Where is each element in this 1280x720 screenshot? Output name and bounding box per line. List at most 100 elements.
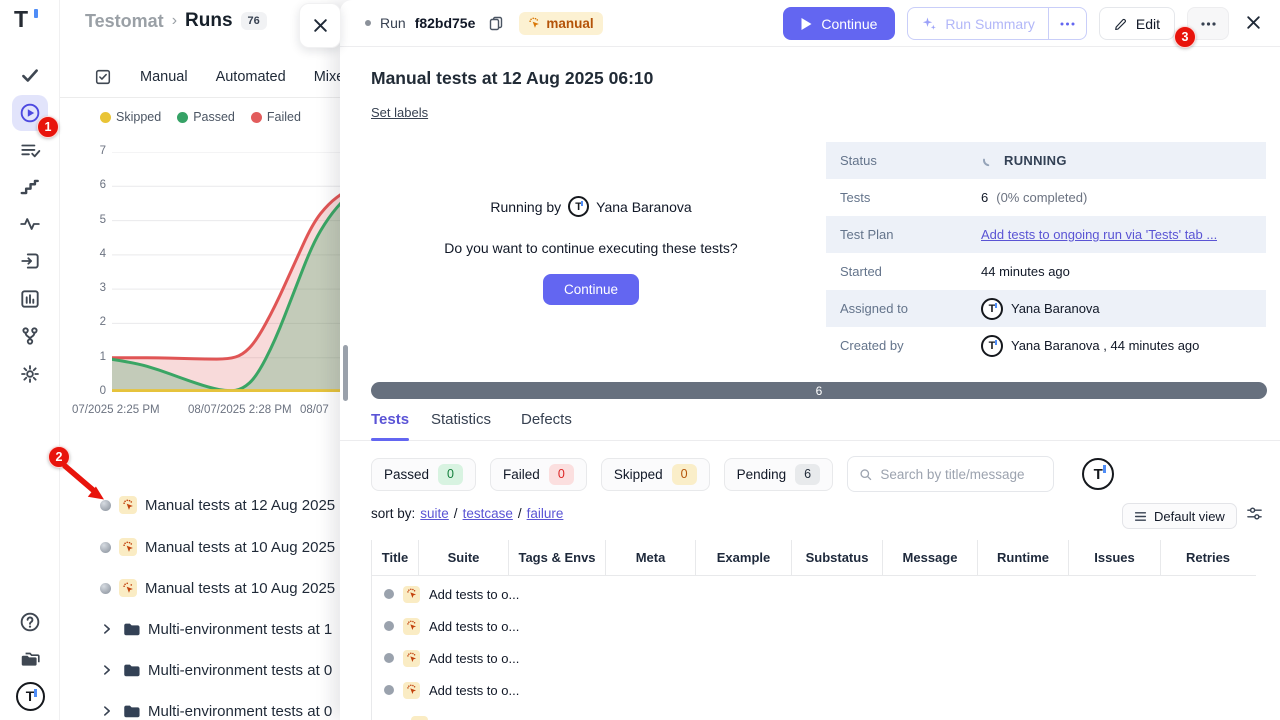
col-example[interactable]: Example (696, 540, 792, 575)
pending-dot-icon (384, 589, 394, 599)
active-tab-indicator (371, 438, 409, 441)
search-input[interactable] (880, 466, 1043, 482)
chevron-right-icon (104, 665, 110, 675)
profile-logo-icon[interactable]: T (12, 678, 48, 714)
filter-skipped[interactable]: Skipped 0 (600, 457, 710, 491)
filter-failed[interactable]: Failed 0 (490, 457, 587, 491)
pending-count-badge: 6 (795, 463, 821, 485)
test-plan-link[interactable]: Add tests to ongoing run via 'Tests' tab… (981, 227, 1218, 242)
y-tick: 0 (99, 385, 106, 397)
search-icon (860, 468, 872, 480)
run-group-item[interactable]: Multi-environment tests at 1 (100, 617, 345, 641)
breadcrumb-separator: › (171, 12, 178, 29)
test-row[interactable]: Add tests to o... (384, 646, 519, 670)
continue-button[interactable]: Continue (542, 274, 640, 305)
tab-mixed[interactable]: Mixed (314, 69, 345, 85)
runs-play-icon[interactable] (12, 95, 48, 131)
info-row-status: Status RUNNING (826, 142, 1266, 179)
annotation-arrow (62, 463, 104, 500)
failed-dot-icon (250, 111, 262, 123)
sort-by-testcase[interactable]: testcase (462, 506, 513, 521)
runs-panel-close-button[interactable] (299, 3, 341, 48)
page-title: Manual tests at 12 Aug 2025 06:10 (371, 68, 654, 88)
passed-count-badge: 0 (438, 463, 464, 485)
col-suite[interactable]: Suite (419, 540, 509, 575)
y-tick: 5 (99, 213, 106, 226)
view-settings-icon[interactable] (1246, 505, 1263, 525)
more-actions-button[interactable] (1187, 7, 1229, 40)
run-list-item[interactable]: Manual tests at 12 Aug 2025 (100, 493, 345, 517)
scrollbar-thumb[interactable] (343, 345, 348, 401)
passed-dot-icon (177, 111, 189, 123)
tab-automated[interactable]: Automated (215, 69, 286, 85)
continue-run-button[interactable]: Continue (783, 7, 896, 40)
set-labels-link[interactable]: Set labels (371, 105, 429, 120)
chart-legend: Skipped Passed Failed (100, 110, 301, 124)
run-detail-panel: Run f82bd75e manual Continue (340, 0, 1280, 720)
run-actions: Continue Run Summary Edit (783, 7, 1266, 40)
edit-run-button[interactable]: Edit (1098, 7, 1175, 40)
manual-test-icon (411, 715, 428, 720)
col-runtime[interactable]: Runtime (978, 540, 1069, 575)
ellipsis-icon (1200, 21, 1216, 26)
info-row-test-plan: Test Plan Add tests to ongoing run via '… (826, 216, 1266, 253)
info-row-created: Created by T Yana Baranova , 44 minutes a… (826, 327, 1266, 364)
import-icon[interactable] (12, 243, 48, 279)
select-all-icon[interactable] (94, 68, 112, 86)
col-tags-envs[interactable]: Tags & Envs (509, 540, 606, 575)
test-row[interactable]: Add tests to o... (384, 582, 519, 606)
breadcrumb-app[interactable]: Testomat (85, 10, 164, 31)
branch-icon[interactable] (12, 318, 48, 354)
tab-tests[interactable]: Tests (371, 411, 410, 428)
col-title[interactable]: Title (372, 540, 419, 575)
info-row-tests: Tests 6 (0% completed) (840, 190, 1088, 205)
y-tick: 4 (99, 247, 106, 260)
status-badge: RUNNING (1004, 153, 1067, 168)
test-row-partial[interactable] (384, 712, 428, 720)
sort-by-failure[interactable]: failure (526, 506, 564, 521)
assignee-avatar[interactable]: T (1082, 458, 1115, 490)
run-summary-more-button[interactable] (1047, 8, 1086, 39)
col-retries[interactable]: Retries (1185, 550, 1231, 565)
col-issues[interactable]: Issues (1069, 540, 1161, 575)
user-avatar: T (568, 196, 590, 217)
run-list-item[interactable]: Manual tests at 10 Aug 2025 (100, 576, 345, 600)
projects-icon[interactable] (12, 641, 48, 677)
tab-statistics[interactable]: Statistics (431, 411, 492, 428)
col-substatus[interactable]: Substatus (792, 540, 883, 575)
detail-close-button[interactable] (1241, 10, 1266, 38)
run-list-item[interactable]: Manual tests at 10 Aug 2025 (100, 535, 345, 559)
manual-run-icon (119, 579, 137, 597)
copy-run-id-button[interactable] (488, 15, 504, 31)
filter-passed[interactable]: Passed 0 (371, 457, 477, 491)
ellipsis-icon (1060, 22, 1075, 25)
help-icon[interactable] (12, 604, 48, 640)
run-dot-icon (365, 20, 371, 26)
test-row[interactable]: Add tests to o... (384, 678, 519, 702)
col-message[interactable]: Message (883, 540, 978, 575)
steps-icon[interactable] (12, 169, 48, 205)
test-list-icon[interactable] (12, 133, 48, 169)
test-row[interactable]: Add tests to o... (384, 614, 519, 638)
run-summary-button[interactable]: Run Summary (908, 8, 1047, 39)
pulse-icon[interactable] (12, 206, 48, 242)
analytics-icon[interactable] (12, 281, 48, 317)
sort-by-suite[interactable]: suite (420, 506, 449, 521)
run-group-item[interactable]: Multi-environment tests at 0 (100, 658, 345, 682)
filter-pending[interactable]: Pending 6 (723, 457, 834, 491)
tab-manual[interactable]: Manual (140, 69, 188, 85)
col-meta[interactable]: Meta (606, 540, 696, 575)
check-icon[interactable] (12, 57, 48, 93)
default-view-button[interactable]: Default view (1122, 503, 1237, 529)
pending-status-icon (100, 541, 111, 553)
legend-skipped: Skipped (100, 110, 161, 124)
annotation-badge-3: 3 (1174, 26, 1196, 48)
tab-defects[interactable]: Defects (521, 411, 572, 428)
app-logo-icon[interactable]: T (14, 6, 46, 36)
list-view-icon (1134, 511, 1147, 521)
run-group-item[interactable]: Multi-environment tests at 0 (100, 699, 345, 720)
info-row-assigned: Assigned to T Yana Baranova (826, 290, 1266, 327)
folder-icon (124, 664, 140, 677)
settings-gear-icon[interactable] (12, 356, 48, 392)
skipped-dot-icon (100, 111, 111, 123)
